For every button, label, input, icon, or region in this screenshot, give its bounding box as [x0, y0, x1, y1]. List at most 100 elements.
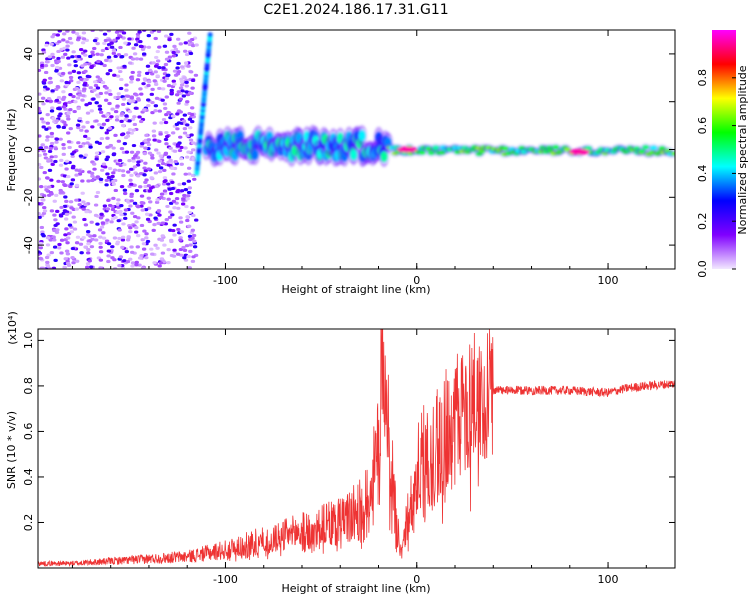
spectrogram-noise-cell	[162, 168, 167, 172]
spectrogram-noise-cell	[126, 170, 131, 174]
spectrogram-noise-cell	[186, 64, 191, 68]
spectrogram-noise-cell	[115, 30, 121, 33]
spectrogram-noise-cell	[176, 227, 181, 232]
spectrogram-noise-cell	[40, 198, 45, 202]
spectrogram-noise-cell	[38, 106, 41, 110]
spectrogram-noise-cell	[162, 189, 168, 193]
colorbar-tick-label: 0.6	[696, 117, 709, 135]
spectrogram-noise-cell	[173, 47, 179, 51]
spectrogram-noise-cell	[117, 158, 123, 163]
spectrogram-noise-cell	[184, 244, 190, 248]
spectrogram-noise-cell	[127, 110, 133, 114]
spectrogram-noise-cell	[106, 242, 112, 246]
spectrogram-noise-cell	[121, 97, 127, 101]
spectrogram-noise-cell	[187, 172, 192, 176]
spectrogram-noise-cell	[172, 223, 177, 227]
spectrogram-noise-cell	[125, 259, 131, 264]
spectrogram-noise-cell	[88, 54, 93, 59]
spectrogram-noise-cell	[140, 238, 145, 242]
y-tick-label: 1.0	[22, 332, 35, 350]
spectrogram-noise-cell	[188, 70, 194, 74]
spectrogram-noise-cell	[79, 128, 84, 132]
spectrogram-noise-cell	[73, 64, 79, 68]
spectrogram-noise-cell	[62, 209, 68, 213]
spectrogram-noise-cell	[41, 120, 46, 124]
spectrogram-noise-cell	[62, 120, 67, 124]
spectrogram-noise-cell	[48, 76, 53, 80]
spectrogram-noise-cell	[179, 79, 185, 84]
spectrogram-noise-cell	[76, 54, 82, 59]
spectrogram-noise-cell	[84, 265, 90, 269]
spectrogram-noise-cell	[61, 142, 66, 147]
spectrogram-noise-cell	[165, 204, 170, 209]
spectrogram-noise-cell	[83, 153, 89, 157]
spectrogram-noise-cell	[141, 82, 146, 86]
spectrogram-noise-cell	[92, 167, 97, 171]
spectrogram-noise-cell	[178, 216, 183, 220]
spectrogram-noise-cell	[107, 203, 113, 208]
spectrogram-noise-cell	[98, 266, 103, 269]
spectrogram-noise-cell	[120, 235, 126, 239]
spectrogram-noise-cell	[125, 198, 131, 203]
spectrogram-noise-cell	[112, 38, 117, 42]
spectrogram-noise-cell	[156, 151, 161, 155]
spectrogram-noise-cell	[50, 63, 55, 68]
spectrogram-noise-cell	[87, 259, 93, 263]
spectrogram-noise-cell	[42, 205, 47, 210]
spectrogram-noise-cell	[159, 195, 164, 199]
spectrogram-noise-cell	[141, 242, 147, 246]
spectrogram-noise-cell	[191, 213, 196, 218]
spectrogram-noise-cell	[119, 133, 125, 137]
spectrogram-noise-cell	[95, 175, 101, 179]
spectrogram-noise-cell	[64, 167, 69, 171]
x-tick-label: -100	[213, 573, 238, 586]
spectrogram-noise-cell	[97, 104, 102, 108]
spectrogram-noise-cell	[184, 155, 190, 159]
spectrogram-noise-cell	[128, 204, 133, 208]
spectrogram-noise-cell	[81, 236, 86, 240]
spectrogram-noise-cell	[103, 38, 109, 43]
spectrogram-noise-cell	[189, 133, 194, 137]
spectrogram-noise-cell	[139, 44, 144, 49]
spectrogram-noise-cell	[136, 73, 142, 78]
spectrogram-noise-cell	[185, 197, 190, 201]
spectrogram-noise-cell	[110, 174, 115, 179]
spectrogram-noise-cell	[70, 55, 75, 59]
spectrogram-noise-cell	[113, 109, 119, 114]
spectrogram-noise-cell	[69, 182, 74, 186]
spectrogram-noise-cell	[134, 260, 139, 264]
spectrogram-noise-cell	[79, 47, 84, 52]
spectrogram-noise-cell	[76, 80, 81, 84]
spectrogram-noise-cell	[105, 118, 110, 122]
spectrogram-noise-cell	[47, 55, 52, 59]
spectrogram-noise-cell	[149, 176, 154, 180]
spectrogram-noise-cell	[164, 134, 170, 139]
spectrogram-noise-cell	[112, 236, 118, 240]
spectrogram-noise-cell	[157, 159, 163, 163]
spectrogram-noise-cell	[153, 36, 158, 41]
spectrogram-noise-cell	[80, 191, 85, 195]
spectrogram-noise-cell	[93, 238, 99, 242]
spectrogram-noise-cell	[53, 223, 58, 228]
spectrogram-noise-cell	[97, 228, 103, 232]
spectrogram-noise-cell	[137, 263, 142, 267]
spectrogram-noise-cell	[114, 115, 120, 119]
spectrogram-noise-cell	[104, 157, 109, 162]
spectrogram-noise-cell	[175, 252, 181, 256]
spectrogram-noise-cell	[172, 82, 177, 86]
spectrogram-noise-cell	[178, 135, 183, 139]
spectrogram-noise-cell	[56, 246, 62, 250]
spectrogram-noise-cell	[95, 42, 100, 46]
spectrogram-noise-cell	[191, 255, 196, 259]
spectrogram-noise-cell	[96, 256, 102, 260]
spectrogram-noise-cell	[46, 158, 51, 162]
spectrogram-noise-cell	[153, 243, 158, 247]
spectrogram-noise-cell	[167, 55, 173, 59]
spectrogram-noise-cell	[94, 151, 100, 155]
spectrogram-noise-cell	[139, 204, 144, 208]
spectrogram-noise-cell	[139, 92, 144, 96]
spectrogram-noise-cell	[41, 149, 46, 153]
spectrogram-noise-cell	[74, 173, 79, 177]
spectrogram-noise-cell	[55, 85, 61, 89]
spectrogram-noise-cell	[146, 184, 152, 188]
